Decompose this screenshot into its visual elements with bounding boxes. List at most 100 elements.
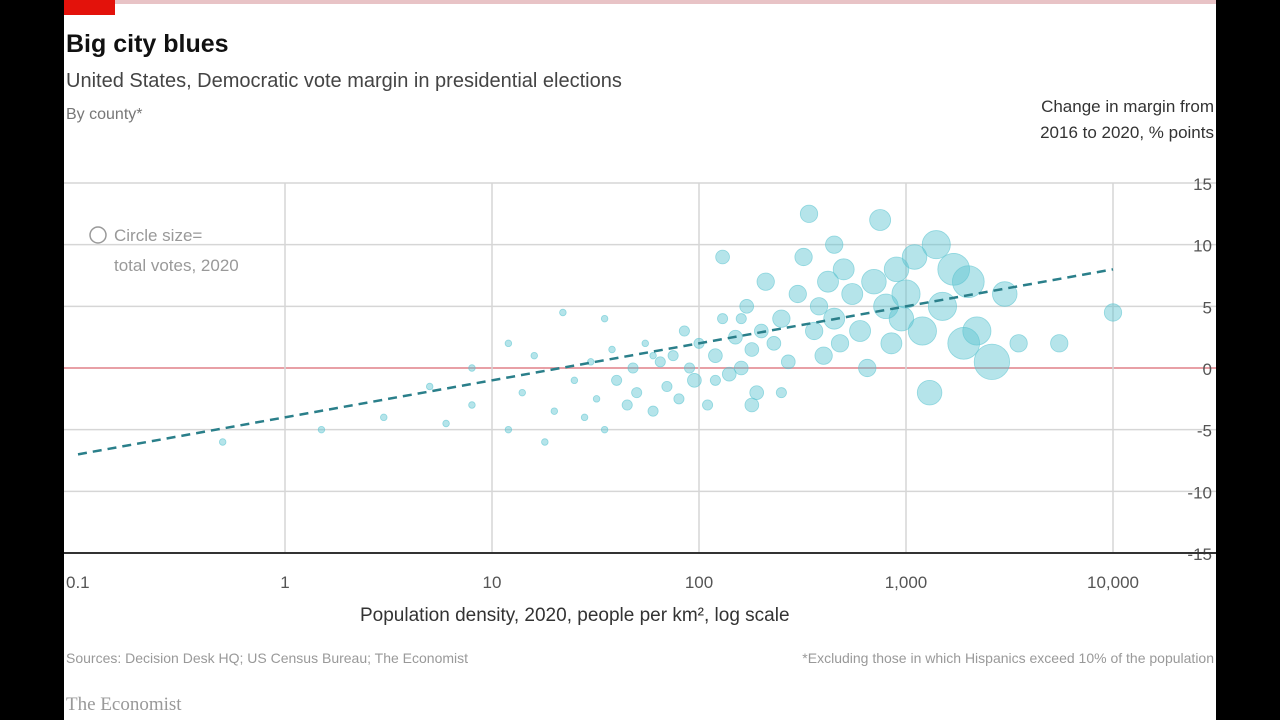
data-point <box>641 339 649 348</box>
data-point <box>744 397 760 413</box>
data-point <box>805 321 824 341</box>
data-point <box>684 362 696 374</box>
source-note: Sources: Decision Desk HQ; US Census Bur… <box>66 650 469 666</box>
data-point <box>744 342 760 357</box>
top-rule <box>64 0 1216 4</box>
chart-panel: Big city blues United States, Democratic… <box>64 0 1216 720</box>
x-tick-label: 0.1 <box>66 573 90 592</box>
y-tick-label: 10 <box>1193 237 1212 256</box>
data-point <box>504 425 513 434</box>
data-point <box>849 320 871 342</box>
data-point <box>973 343 1010 380</box>
data-point <box>592 395 601 403</box>
data-point <box>702 399 714 411</box>
data-point <box>799 204 819 223</box>
data-point <box>952 265 985 298</box>
data-point <box>673 393 685 405</box>
data-point <box>667 350 679 362</box>
data-point <box>809 297 829 316</box>
y-tick-label: 5 <box>1203 298 1212 317</box>
data-point <box>600 314 609 323</box>
x-tick-label: 1,000 <box>885 573 928 592</box>
data-point <box>541 438 549 446</box>
data-point <box>425 382 434 391</box>
data-point <box>780 354 796 370</box>
data-point <box>708 348 723 363</box>
economist-logo: The Economist <box>66 694 182 715</box>
data-point <box>661 380 673 392</box>
data-point <box>550 407 559 415</box>
data-point <box>721 366 737 382</box>
data-point <box>992 281 1018 307</box>
x-tick-label: 10 <box>483 573 502 592</box>
data-point <box>317 425 326 434</box>
data-point <box>794 247 813 267</box>
data-point <box>1050 334 1069 353</box>
chart-title: Big city blues <box>66 30 229 58</box>
data-point <box>891 279 921 309</box>
data-point <box>468 401 476 409</box>
x-axis-label: Population density, 2020, people per km²… <box>360 605 790 626</box>
legend-circle-icon <box>89 226 107 244</box>
x-tick-label: 1 <box>280 573 289 592</box>
data-point <box>608 345 616 354</box>
data-point <box>817 270 839 293</box>
scatter-plot: 15 10 5 0 -5 -10 -15 0.1 1 10 100 1,000 10,000 Circle… <box>64 175 1216 592</box>
data-point <box>218 438 227 446</box>
data-point <box>775 387 787 399</box>
data-point <box>880 332 903 355</box>
y-tick-label: -5 <box>1197 422 1212 441</box>
data-point <box>873 293 899 320</box>
data-point <box>766 336 782 351</box>
y-tick-label: -10 <box>1187 483 1212 502</box>
x-tick-label: 100 <box>685 573 713 592</box>
chart-note: By county* <box>66 106 143 123</box>
data-point <box>717 313 729 325</box>
data-point <box>888 305 915 332</box>
y-axis-label-line2: 2016 to 2020, % points <box>1040 123 1214 142</box>
data-point <box>518 388 526 397</box>
data-point <box>861 268 887 295</box>
data-point <box>947 327 981 360</box>
data-point <box>559 308 567 317</box>
data-point <box>587 358 595 366</box>
data-point <box>883 256 910 283</box>
data-point <box>749 385 765 400</box>
data-point <box>825 235 844 254</box>
data-point <box>621 399 633 411</box>
data-point <box>442 419 450 428</box>
footnote: *Excluding those in which Hispanics exce… <box>802 650 1214 666</box>
data-point <box>600 425 609 434</box>
data-point <box>654 356 666 368</box>
chart-subtitle: United States, Democratic vote margin in… <box>66 70 622 92</box>
data-point <box>927 291 957 321</box>
economist-red-tag <box>64 0 115 15</box>
data-point <box>772 309 791 328</box>
y-axis-label: Change in margin from 2016 to 2020, % po… <box>1040 94 1214 146</box>
legend-text-line1: Circle size= <box>114 226 202 245</box>
x-tick-label: 10,000 <box>1087 573 1139 592</box>
trend-line <box>77 268 1114 456</box>
data-point <box>735 313 747 325</box>
data-point <box>830 334 850 353</box>
data-point <box>570 376 579 385</box>
data-point <box>937 253 971 286</box>
data-point <box>611 374 623 386</box>
data-point <box>468 364 476 372</box>
data-point <box>1103 303 1123 322</box>
legend-text-line2: total votes, 2020 <box>114 256 239 275</box>
data-point <box>907 316 937 346</box>
data-point <box>380 413 388 422</box>
data-point <box>841 283 864 305</box>
data-point <box>504 339 513 348</box>
y-axis-label-line1: Change in margin from <box>1041 97 1214 116</box>
data-point <box>1009 334 1028 353</box>
data-point <box>832 258 855 281</box>
y-tick-label: -15 <box>1187 545 1212 564</box>
data-point <box>687 373 702 388</box>
data-point <box>649 351 657 360</box>
data-point <box>858 358 877 378</box>
data-point <box>901 244 928 270</box>
data-point <box>756 272 775 291</box>
data-point <box>715 249 730 265</box>
